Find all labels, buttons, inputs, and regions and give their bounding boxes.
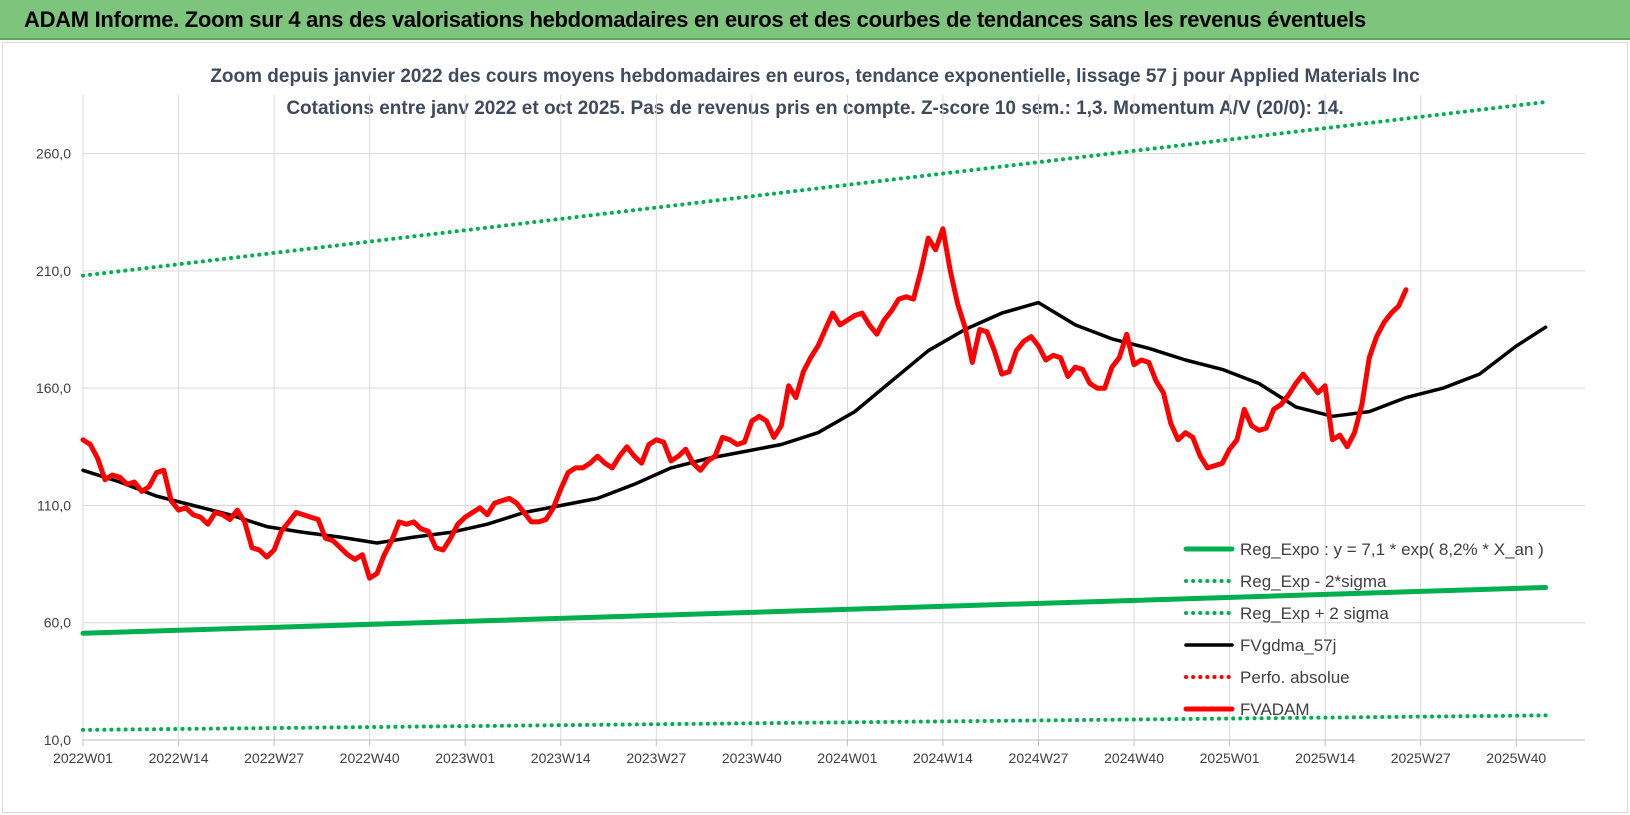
series-line-0 bbox=[80, 585, 1549, 636]
y-tick-label: 110,0 bbox=[37, 497, 71, 513]
x-tick-label: 2024W27 bbox=[1009, 750, 1069, 766]
legend-label: FVgdma_57j bbox=[1240, 636, 1336, 655]
legend-label: FVADAM bbox=[1240, 700, 1310, 719]
series-line-3 bbox=[81, 300, 1548, 545]
legend-label: Reg_Exp - 2*sigma bbox=[1240, 572, 1387, 591]
x-tick-label: 2024W01 bbox=[817, 750, 877, 766]
y-tick-label: 210,0 bbox=[36, 263, 71, 279]
x-tick-label: 2025W01 bbox=[1200, 750, 1260, 766]
series-line-2 bbox=[81, 100, 1548, 278]
x-tick-label: 2023W01 bbox=[435, 750, 495, 766]
x-tick-label: 2022W01 bbox=[53, 750, 113, 766]
legend-label: Reg_Exp + 2 sigma bbox=[1240, 604, 1389, 623]
legend-label: Reg_Expo : y = 7,1 * exp( 8,2% * X_an ) bbox=[1240, 540, 1544, 559]
report-title: ADAM Informe. Zoom sur 4 ans des valoris… bbox=[24, 7, 1366, 32]
legend: Reg_Expo : y = 7,1 * exp( 8,2% * X_an ) R… bbox=[1183, 540, 1544, 719]
x-tick-label: 2023W14 bbox=[531, 750, 591, 766]
y-tick-label: 260,0 bbox=[36, 146, 71, 162]
x-tick-label: 2022W14 bbox=[149, 750, 209, 766]
legend-label: Perfo. absolue bbox=[1240, 668, 1350, 687]
x-tick-label: 2022W40 bbox=[340, 750, 400, 766]
y-tick-label: 160,0 bbox=[36, 380, 71, 396]
series-group bbox=[80, 100, 1549, 732]
x-tick-label: 2024W40 bbox=[1104, 750, 1164, 766]
chart-subtitle: Cotations entre janv 2022 et oct 2025. P… bbox=[286, 98, 1344, 119]
series-line-5 bbox=[80, 226, 1409, 581]
y-tick-label: 60,0 bbox=[44, 615, 71, 631]
x-tick-label: 2024W14 bbox=[913, 750, 973, 766]
axes: 10,0 60,0 110,0 160,0 210,0 260,0 2022W01 2022W… bbox=[36, 146, 1585, 766]
header-banner: ADAM Informe. Zoom sur 4 ans des valoris… bbox=[0, 0, 1630, 40]
y-tick-label: 10,0 bbox=[44, 732, 71, 748]
chart-title: Zoom depuis janvier 2022 des cours moyen… bbox=[210, 66, 1420, 87]
x-tick-label: 2023W27 bbox=[626, 750, 686, 766]
series-line-1 bbox=[81, 713, 1548, 732]
x-tick-label: 2023W40 bbox=[722, 750, 782, 766]
chart-frame bbox=[2, 42, 1628, 813]
x-tick-label: 2022W27 bbox=[244, 750, 304, 766]
x-tick-label: 2025W14 bbox=[1295, 750, 1355, 766]
x-tick-label: 2025W27 bbox=[1391, 750, 1451, 766]
x-tick-label: 2025W40 bbox=[1486, 750, 1546, 766]
